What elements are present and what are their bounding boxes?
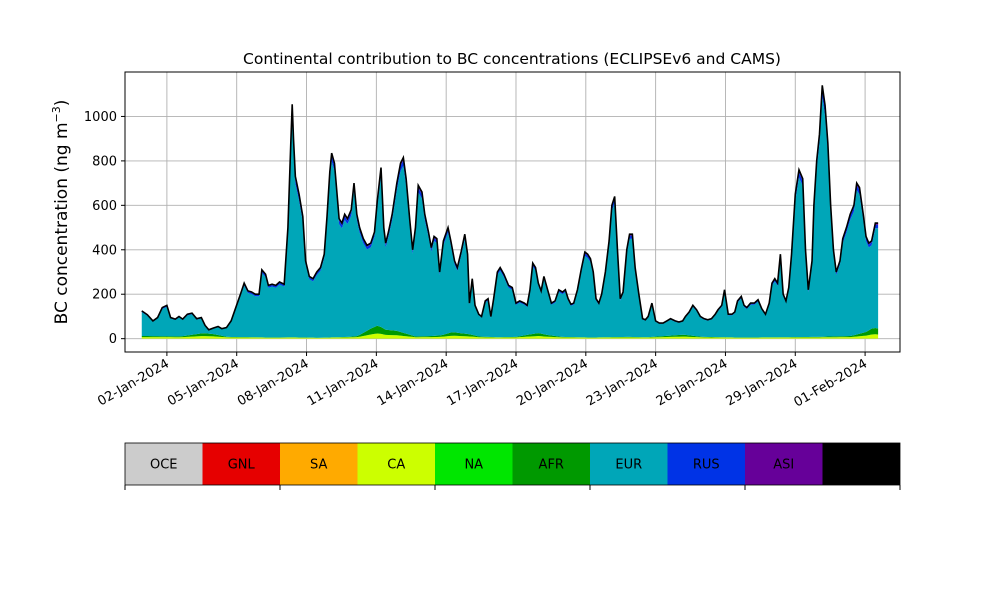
y-tick-label: 400: [92, 243, 117, 258]
y-tick-label: 1000: [84, 110, 117, 125]
legend-label-SA: SA: [310, 458, 327, 473]
plot-area: 0200400600800100002-Jan-202405-Jan-20240…: [84, 71, 901, 410]
x-tick-label: 23-Jan-2024: [584, 356, 661, 409]
area-EUR: [141, 96, 879, 338]
axes-frame: [124, 71, 901, 353]
legend-label-NA: NA: [464, 458, 483, 473]
x-tick-label: 26-Jan-2024: [654, 356, 731, 409]
x-tick-label: 20-Jan-2024: [514, 356, 591, 409]
legend-swatch-RUS: [667, 443, 745, 485]
legend-swatch-SA: [280, 443, 358, 485]
x-tick-label: 08-Jan-2024: [235, 356, 312, 409]
legend-frame: [124, 442, 901, 486]
x-tick-label: 29-Jan-2024: [724, 356, 801, 409]
legend-label-OCE: OCE: [150, 458, 178, 473]
x-tick-label: 17-Jan-2024: [444, 356, 521, 409]
x-tick-label: 11-Jan-2024: [305, 356, 382, 409]
legend-swatch-ASI: [745, 443, 823, 485]
series-line-AUS: [141, 85, 879, 331]
legend-swatch-AUS: [822, 443, 900, 485]
legend-label-CA: CA: [387, 458, 405, 473]
y-tick-label: 600: [92, 199, 117, 214]
y-tick-label: 800: [92, 154, 117, 169]
legend-label-RUS: RUS: [693, 458, 720, 473]
chart-title: Continental contribution to BC concentra…: [243, 50, 781, 68]
legend-swatch-EUR: [590, 443, 668, 485]
legend-swatch-CA: [357, 443, 435, 485]
x-tick-label: 05-Jan-2024: [165, 356, 242, 409]
legend-swatch-OCE: [125, 443, 203, 485]
legend-label-GNL: GNL: [228, 458, 256, 473]
legend-swatch-NA: [435, 443, 513, 485]
legend-colorbar: OCE GNL SA CA NA AFR EUR RUS ASI AUS: [124, 442, 901, 490]
legend-label-AUS: AUS: [848, 458, 875, 473]
x-tick-label: 01-Feb-2024: [792, 356, 871, 410]
x-tick-label: 02-Jan-2024: [95, 356, 172, 409]
y-tick-label: 200: [92, 288, 117, 303]
legend-swatch-GNL: [202, 443, 280, 485]
y-axis-label: BC concentration (ng m−3): [50, 100, 72, 325]
legend-label-AFR: AFR: [539, 458, 564, 473]
y-tick-label: 0: [109, 332, 117, 347]
area-CA: [141, 333, 879, 339]
legend-label-ASI: ASI: [773, 458, 794, 473]
legend-label-EUR: EUR: [615, 458, 642, 473]
legend-swatch-AFR: [512, 443, 590, 485]
x-tick-label: 14-Jan-2024: [375, 356, 452, 409]
